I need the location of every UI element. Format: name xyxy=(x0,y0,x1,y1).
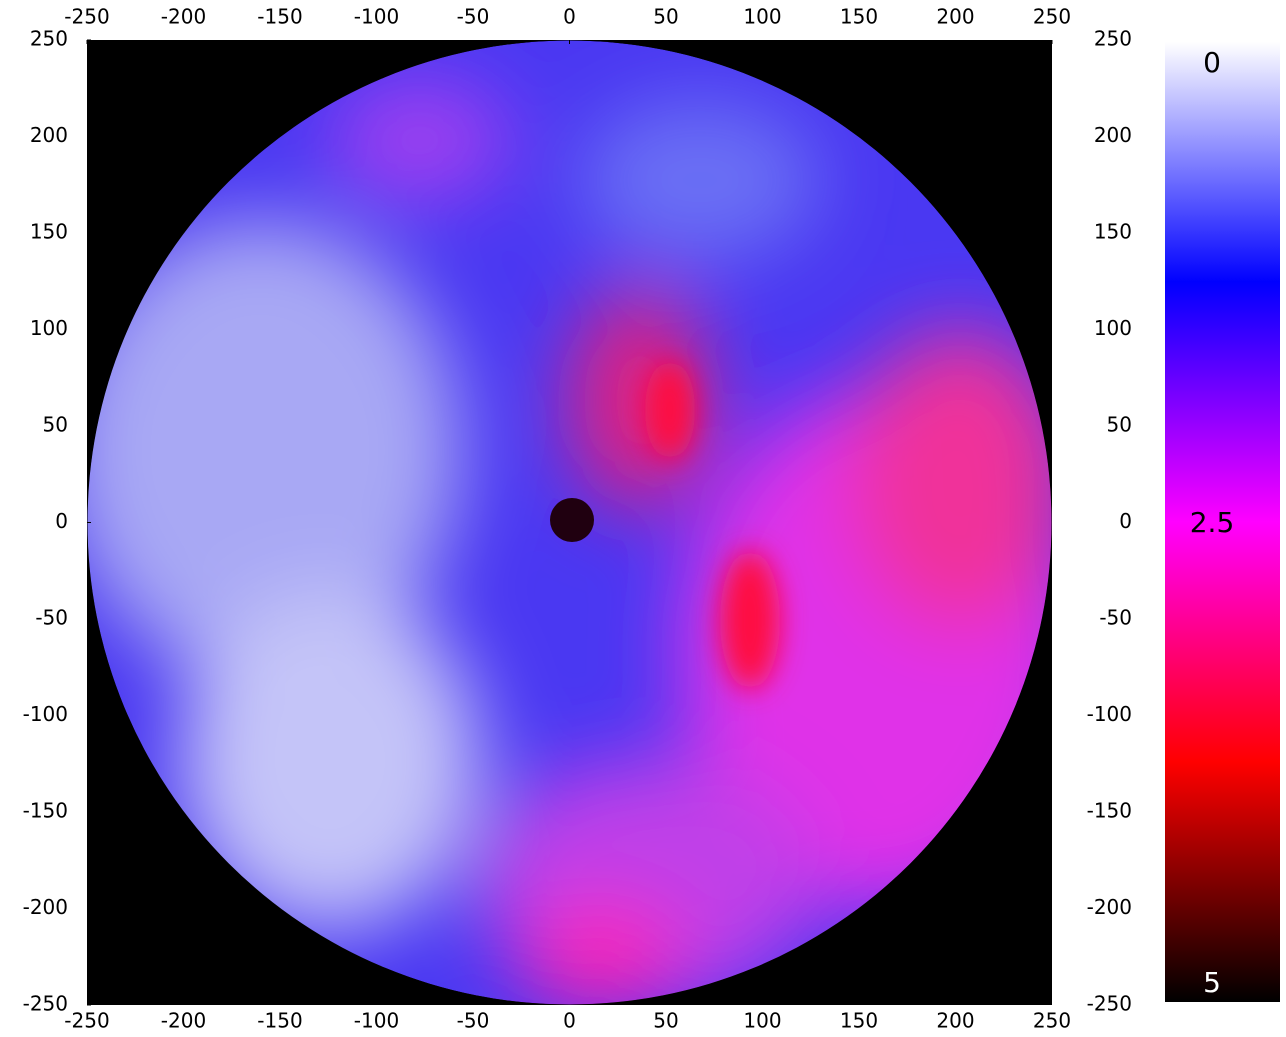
y-tick-label-left: -250 xyxy=(23,992,68,1016)
y-tick-label-right: 100 xyxy=(1094,316,1132,340)
y-tick-label-right: 150 xyxy=(1094,220,1132,244)
x-tick-label-top: 50 xyxy=(653,5,678,29)
x-tick-label-bottom: 0 xyxy=(563,1009,576,1033)
y-tick-label-right: 250 xyxy=(1094,27,1132,51)
x-tick-label-top: -150 xyxy=(257,5,302,29)
y-tick-label-left: -150 xyxy=(23,799,68,823)
x-tick-label-bottom: 50 xyxy=(653,1009,678,1033)
x-tick-label-bottom: 150 xyxy=(840,1009,878,1033)
y-tick-label-right: -150 xyxy=(1087,799,1132,823)
x-tick-label-bottom: 200 xyxy=(936,1009,974,1033)
x-tick-label-top: -250 xyxy=(64,5,109,29)
x-tick-label-top: 0 xyxy=(563,5,576,29)
y-tick-label-right: 200 xyxy=(1094,123,1132,147)
colorbar xyxy=(1165,42,1280,1002)
x-tick-label-top: 200 xyxy=(936,5,974,29)
x-tick-label-bottom: -250 xyxy=(64,1009,109,1033)
colorbar-tick-label: 0 xyxy=(1203,46,1221,79)
x-tick-label-top: -200 xyxy=(161,5,206,29)
y-tick-label-left: 250 xyxy=(30,27,68,51)
y-tick-label-left: 100 xyxy=(30,316,68,340)
colorbar-tick-label: 5 xyxy=(1203,966,1221,999)
y-tick-label-right: -200 xyxy=(1087,895,1132,919)
colorbar-tick-label: 2.5 xyxy=(1190,506,1235,539)
y-tick-label-left: -50 xyxy=(35,606,68,630)
x-tick-label-top: -100 xyxy=(354,5,399,29)
x-tick-label-bottom: 100 xyxy=(743,1009,781,1033)
y-tick-label-left: 200 xyxy=(30,123,68,147)
x-tick-label-bottom: -200 xyxy=(161,1009,206,1033)
x-tick-label-top: 100 xyxy=(743,5,781,29)
x-tick-label-top: 250 xyxy=(1033,5,1071,29)
y-tick-label-right: 0 xyxy=(1119,509,1132,533)
x-tick-label-bottom: -150 xyxy=(257,1009,302,1033)
y-tick-label-right: 50 xyxy=(1107,413,1132,437)
y-tick-label-right: -100 xyxy=(1087,702,1132,726)
y-tick-label-left: 0 xyxy=(55,509,68,533)
x-tick-label-bottom: 250 xyxy=(1033,1009,1071,1033)
x-tick-label-bottom: -50 xyxy=(457,1009,490,1033)
y-tick-label-left: -100 xyxy=(23,702,68,726)
y-tick-label-right: -250 xyxy=(1087,992,1132,1016)
x-tick-label-top: 150 xyxy=(840,5,878,29)
y-tick-label-right: -50 xyxy=(1099,606,1132,630)
x-tick-label-top: -50 xyxy=(457,5,490,29)
y-tick-label-left: 50 xyxy=(43,413,68,437)
radar-image xyxy=(87,40,1052,1005)
y-tick-label-left: 150 xyxy=(30,220,68,244)
y-tick-label-left: -200 xyxy=(23,895,68,919)
x-tick-label-bottom: -100 xyxy=(354,1009,399,1033)
